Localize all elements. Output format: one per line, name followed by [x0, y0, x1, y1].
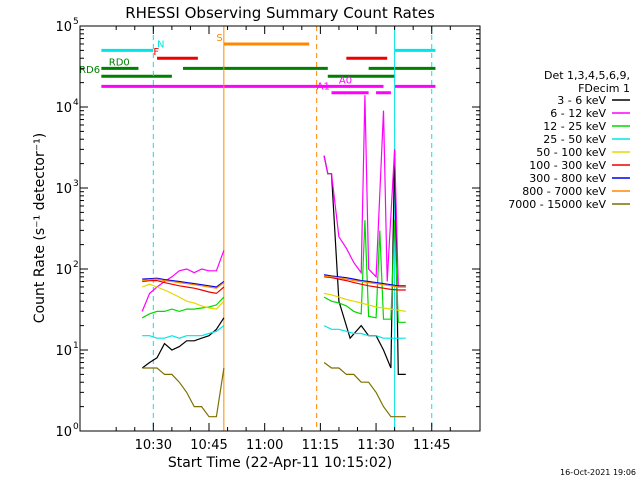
series-line: [142, 325, 225, 339]
y-tick-exponent: 4: [73, 98, 79, 108]
series-line: [141, 296, 225, 319]
legend-header-line-1: Det 1,3,4,5,6,9,: [544, 69, 630, 82]
x-tick-label: 11:30: [357, 438, 394, 453]
y-tick-label: 10: [55, 101, 72, 116]
legend-label: 12 - 25 keV: [543, 120, 606, 133]
legend-label: 25 - 50 keV: [543, 133, 606, 146]
y-tick-exponent: 2: [73, 260, 79, 270]
y-tick-exponent: 0: [73, 422, 79, 432]
flag-label-a0: A0: [339, 75, 352, 86]
legend-label: 100 - 300 keV: [529, 159, 606, 172]
series-line: [141, 317, 225, 369]
series-line: [323, 325, 406, 339]
flag-label-s: S: [216, 33, 222, 44]
y-tick-label: 10: [55, 263, 72, 278]
legend-header-line-2: FDecim 1: [578, 82, 630, 95]
series-line: [142, 278, 225, 289]
series-line: [324, 276, 406, 291]
flag-label-a1: A1: [317, 82, 330, 93]
x-tick-label: 11:00: [246, 438, 283, 453]
y-tick-label: 10: [55, 425, 72, 440]
y-tick-label: 10: [55, 182, 72, 197]
series-line: [323, 362, 406, 418]
flag-label-rd6: RD6: [79, 65, 100, 76]
series-line: [324, 275, 406, 288]
plot-frame: [79, 25, 481, 432]
series-line: [142, 280, 225, 295]
series-line: [323, 292, 406, 312]
series-line: [141, 250, 225, 312]
series-line: [142, 367, 225, 418]
legend-label: 7000 - 15000 keV: [508, 198, 606, 211]
x-tick-label: 10:30: [135, 438, 172, 453]
x-tick-label: 11:15: [302, 438, 339, 453]
observing-flags: NF S RD0 RD6 A0 A1: [79, 33, 436, 95]
x-axis-label: Start Time (22-Apr-11 10:15:02): [168, 455, 392, 471]
x-tick-label: 11:45: [413, 438, 450, 453]
legend-label: 300 - 800 keV: [529, 172, 606, 185]
y-tick-label: 10: [55, 344, 72, 359]
y-tick-label: 10: [55, 20, 72, 35]
x-tick-label: 10:45: [190, 438, 227, 453]
count-rate-series: [141, 95, 406, 418]
series-line: [323, 274, 406, 287]
series-line: [323, 95, 406, 288]
flag-label-f: F: [153, 47, 159, 58]
flag-label-rd0: RD0: [109, 57, 130, 68]
chart-title: RHESSI Observing Summary Count Rates: [125, 4, 435, 22]
y-axis-label: Count Rate (s⁻¹ detector⁻¹): [32, 133, 48, 323]
legend-label: 3 - 6 keV: [557, 94, 606, 107]
footer-timestamp: 16-Oct-2021 19:06: [560, 468, 636, 477]
legend-label: 50 - 100 keV: [536, 146, 606, 159]
legend-label: 6 - 12 keV: [550, 107, 606, 120]
series-line: [141, 283, 225, 310]
y-tick-exponent: 5: [73, 17, 79, 27]
y-tick-exponent: 3: [73, 179, 79, 189]
legend-label: 800 - 7000 keV: [522, 185, 606, 198]
y-tick-exponent: 1: [73, 341, 79, 351]
series-line: [323, 220, 406, 323]
series-line: [142, 277, 225, 288]
flag-label-n: N: [157, 39, 164, 50]
